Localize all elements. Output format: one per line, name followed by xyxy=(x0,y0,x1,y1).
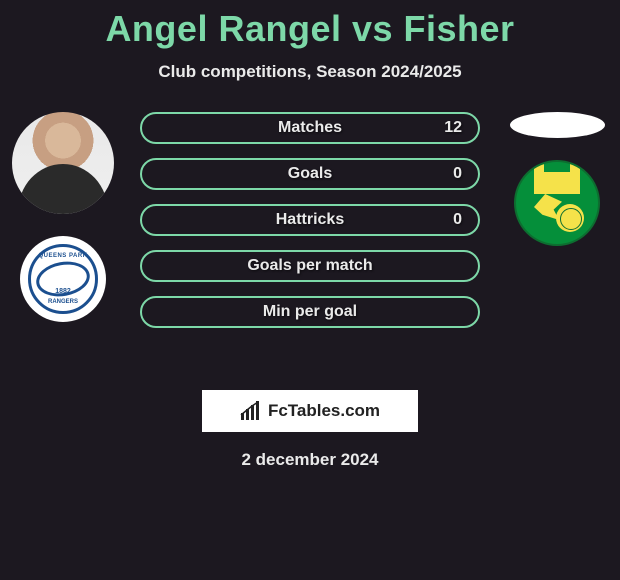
player1-avatar xyxy=(12,112,114,214)
stat-label: Goals xyxy=(288,165,332,183)
stat-label: Min per goal xyxy=(263,303,357,321)
season-subtitle: Club competitions, Season 2024/2025 xyxy=(0,62,620,82)
club1-badge-year: 1882 xyxy=(31,288,95,295)
bar-chart-icon xyxy=(240,401,262,421)
stat-row-goals-per-match: Goals per match xyxy=(140,250,480,282)
player2-avatar-placeholder xyxy=(510,112,605,138)
stat-row-matches: Matches 12 xyxy=(140,112,480,144)
brand-box: FcTables.com xyxy=(202,390,418,432)
player1-column: QUEENS PARK 1882 RANGERS xyxy=(8,112,118,322)
stat-bars: Matches 12 Goals 0 Hattricks 0 Goals per… xyxy=(140,112,480,342)
player1-club-badge: QUEENS PARK 1882 RANGERS xyxy=(20,236,106,322)
stat-row-min-per-goal: Min per goal xyxy=(140,296,480,328)
stat-label: Goals per match xyxy=(247,257,372,275)
page-title: Angel Rangel vs Fisher xyxy=(0,0,620,50)
stat-value-right: 0 xyxy=(453,211,462,229)
stat-label: Hattricks xyxy=(276,211,344,229)
generated-date: 2 december 2024 xyxy=(0,450,620,470)
player2-club-badge xyxy=(514,160,600,246)
club1-badge-text-top: QUEENS PARK xyxy=(31,253,95,259)
stat-row-hattricks: Hattricks 0 xyxy=(140,204,480,236)
club1-badge-text-bottom: RANGERS xyxy=(31,299,95,305)
stat-row-goals: Goals 0 xyxy=(140,158,480,190)
stat-label: Matches xyxy=(278,119,342,137)
stat-value-right: 12 xyxy=(444,119,462,137)
stat-value-right: 0 xyxy=(453,165,462,183)
player2-column xyxy=(502,112,612,246)
comparison-area: QUEENS PARK 1882 RANGERS Matches 12 Goal… xyxy=(0,112,620,372)
brand-text: FcTables.com xyxy=(268,401,380,421)
